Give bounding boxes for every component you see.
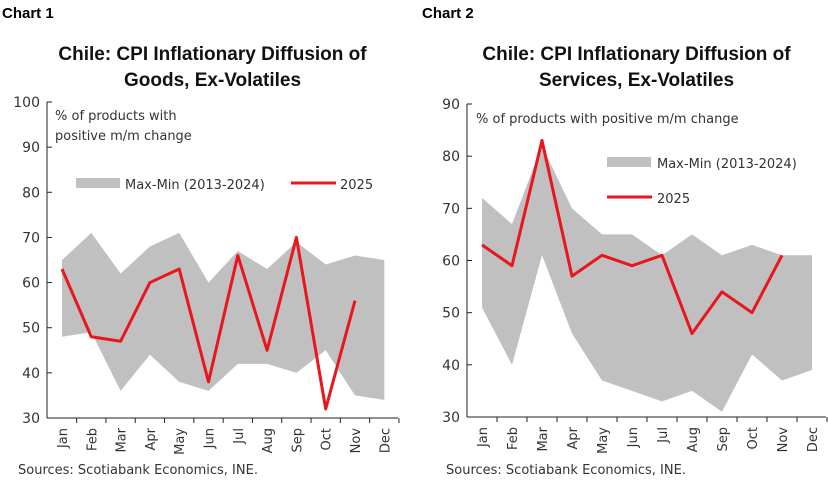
- y-tick-label: 40: [442, 358, 460, 374]
- y-tick-label: 80: [442, 149, 460, 165]
- x-tick-label: Oct: [746, 427, 761, 449]
- chart-title: Services, Ex-Volatiles: [539, 70, 734, 91]
- source-note: Sources: Scotiabank Economics, INE.: [18, 463, 258, 478]
- legend-line-label: 2025: [340, 178, 373, 193]
- x-tick-label: Oct: [320, 428, 335, 450]
- x-tick-label: Aug: [261, 428, 276, 453]
- x-tick-label: Feb: [85, 428, 100, 451]
- x-tick-label: Nov: [776, 427, 791, 453]
- x-tick-label: Jun: [203, 428, 218, 449]
- chart-label: Chart 2: [422, 5, 474, 22]
- x-tick-label: May: [173, 428, 188, 455]
- y-tick-label: 90: [22, 140, 40, 156]
- chart-title: Chile: CPI Inflationary Diffusion of: [482, 44, 791, 65]
- x-tick-label: Dec: [806, 427, 821, 452]
- y-tick-label: 40: [22, 366, 40, 382]
- x-tick-label: Feb: [506, 427, 521, 450]
- x-tick-label: Apr: [144, 427, 159, 450]
- y-tick-label: 60: [442, 254, 460, 270]
- y-tick-label: 30: [22, 411, 40, 427]
- legend-line-label: 2025: [657, 192, 690, 207]
- y-axis-annotation: % of products with positive m/m change: [476, 112, 739, 127]
- chart-title: Chile: CPI Inflationary Diffusion of: [58, 44, 367, 65]
- legend-band-swatch: [76, 178, 120, 188]
- y-tick-label: 80: [22, 185, 40, 201]
- y-tick-label: 30: [442, 410, 460, 426]
- x-tick-label: Sep: [716, 427, 731, 452]
- chart-label: Chart 1: [2, 5, 54, 22]
- y-tick-label: 90: [442, 97, 460, 113]
- x-tick-label: Sep: [290, 428, 305, 453]
- max-min-band: [482, 145, 812, 412]
- source-note: Sources: Scotiabank Economics, INE.: [446, 463, 686, 478]
- x-tick-label: Dec: [378, 428, 393, 453]
- legend-band-swatch: [607, 157, 651, 167]
- y-axis-annotation: positive m/m change: [55, 129, 192, 144]
- y-tick-label: 50: [22, 321, 40, 337]
- x-tick-label: Aug: [686, 427, 701, 452]
- x-tick-label: Jul: [656, 427, 671, 444]
- y-tick-label: 70: [442, 201, 460, 217]
- chart-title: Goods, Ex-Volatiles: [124, 70, 301, 91]
- y-tick-label: 100: [13, 95, 40, 111]
- x-tick-label: Mar: [536, 426, 551, 451]
- x-tick-label: Jun: [626, 427, 641, 448]
- x-tick-label: Apr: [566, 426, 581, 449]
- chart-2: Chart 2 Chile: CPI Inflationary Diffusion…: [422, 5, 828, 478]
- legend-band-label: Max-Min (2013-2024): [657, 157, 797, 172]
- x-tick-label: Nov: [349, 428, 364, 454]
- x-tick-label: Jul: [232, 428, 247, 445]
- x-tick-label: Mar: [115, 427, 130, 452]
- x-tick-label: May: [596, 427, 611, 454]
- y-tick-label: 50: [442, 306, 460, 322]
- y-axis-annotation: % of products with: [55, 109, 177, 124]
- y-tick-label: 70: [22, 230, 40, 246]
- chart-1: Chart 1 Chile: CPI Inflationary Diffusion…: [2, 5, 400, 478]
- legend-band-label: Max-Min (2013-2024): [125, 178, 265, 193]
- y-tick-label: 60: [22, 276, 40, 292]
- x-tick-label: Jan: [476, 427, 491, 448]
- x-tick-label: Jan: [56, 428, 71, 449]
